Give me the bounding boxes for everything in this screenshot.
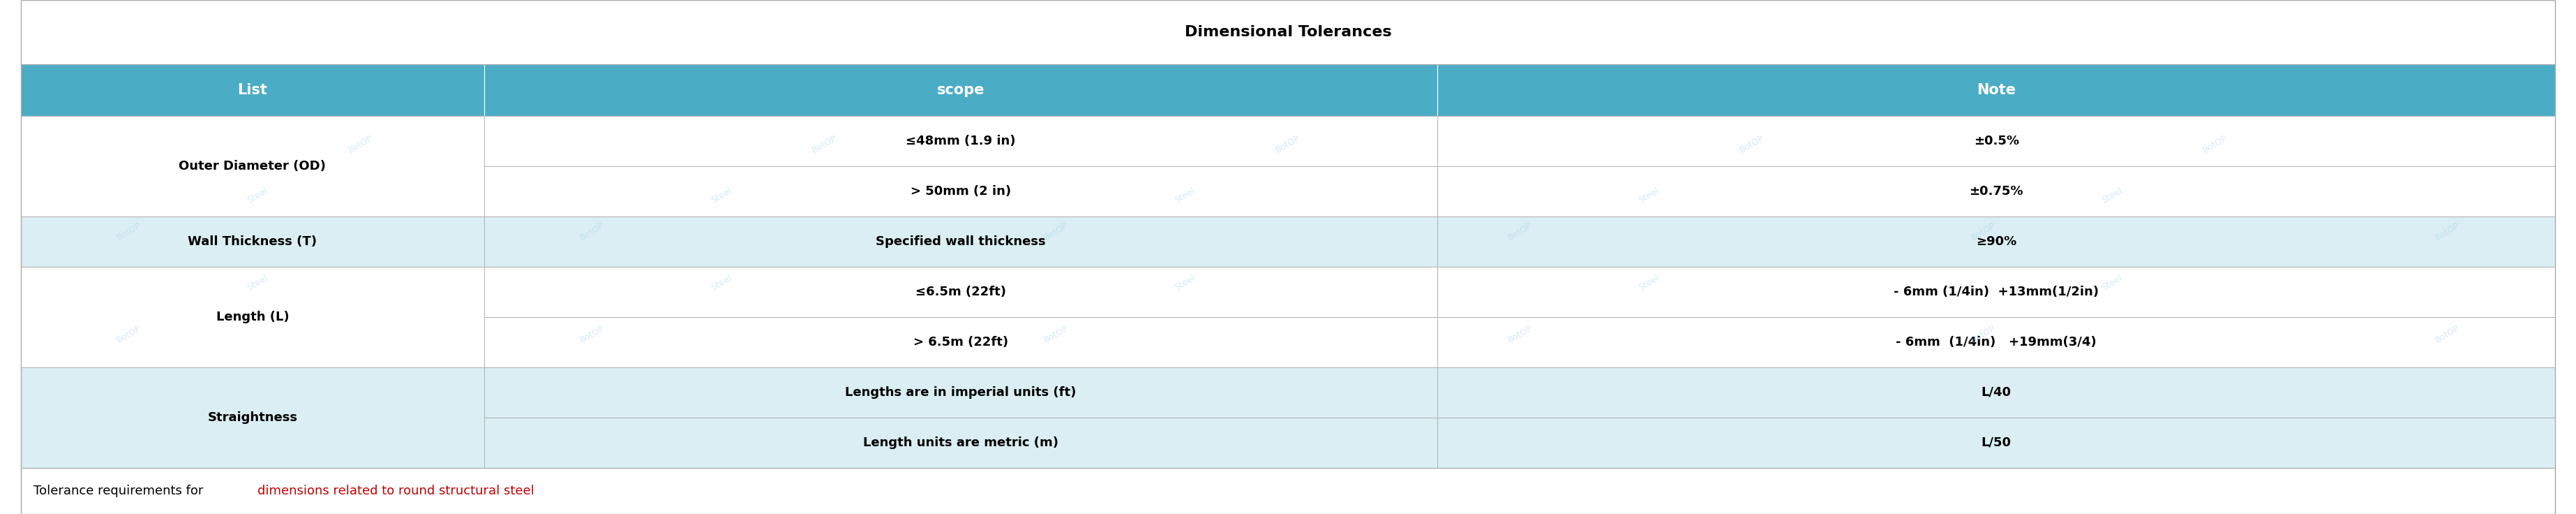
Bar (484, 267, 1437, 317)
Bar (484, 417, 1437, 468)
Text: BotOP: BotOP (1971, 221, 1996, 242)
Text: BotOP: BotOP (811, 133, 837, 155)
Text: Steel: Steel (1636, 273, 1662, 292)
Bar (1437, 116, 2555, 166)
Text: Lengths are in imperial units (ft): Lengths are in imperial units (ft) (845, 386, 1077, 398)
Text: BotOP: BotOP (1043, 323, 1069, 345)
Bar (484, 166, 1437, 216)
Text: Outer Diameter (OD): Outer Diameter (OD) (178, 160, 327, 172)
Bar (1437, 64, 2555, 116)
Text: BotOP: BotOP (1507, 323, 1533, 345)
Bar (1437, 267, 2555, 317)
Bar (21, 216, 484, 267)
Text: Length units are metric (m): Length units are metric (m) (863, 436, 1059, 449)
Bar (484, 116, 1437, 166)
Text: Steel: Steel (245, 273, 270, 292)
Text: BotOP: BotOP (1971, 323, 1996, 345)
Bar (1437, 417, 2555, 468)
Text: Steel: Steel (708, 273, 734, 292)
Text: Steel: Steel (2099, 186, 2125, 205)
Text: Note: Note (1976, 83, 2017, 97)
Bar (484, 317, 1437, 367)
Text: BotOP: BotOP (1043, 221, 1069, 242)
Text: BotOP: BotOP (2434, 221, 2460, 242)
Text: Straightness: Straightness (209, 411, 296, 424)
Text: - 6mm  (1/4in)   +19mm(3/4): - 6mm (1/4in) +19mm(3/4) (1896, 336, 2097, 348)
Text: Length (L): Length (L) (216, 310, 289, 323)
Text: Specified wall thickness: Specified wall thickness (876, 235, 1046, 248)
Text: BotOP: BotOP (1507, 221, 1533, 242)
Text: Steel: Steel (1636, 186, 1662, 205)
Text: Steel: Steel (245, 186, 270, 205)
Bar (21, 468, 2555, 514)
Bar (21, 367, 484, 468)
Bar (484, 64, 1437, 116)
Bar (484, 216, 1437, 267)
Text: ±0.5%: ±0.5% (1973, 135, 2020, 147)
Bar (484, 367, 1437, 417)
Text: Wall Thickness (T): Wall Thickness (T) (188, 235, 317, 248)
Text: Dimensional Tolerances: Dimensional Tolerances (1185, 25, 1391, 39)
Text: BotOP: BotOP (2434, 323, 2460, 345)
Text: - 6mm (1/4in)  +13mm(1/2in): - 6mm (1/4in) +13mm(1/2in) (1893, 285, 2099, 298)
Text: ≥90%: ≥90% (1976, 235, 2017, 248)
Text: BotOP: BotOP (580, 323, 605, 345)
Text: scope: scope (938, 83, 984, 97)
Text: > 50mm (2 in): > 50mm (2 in) (909, 185, 1012, 197)
Text: Steel: Steel (708, 186, 734, 205)
Text: ±0.75%: ±0.75% (1971, 185, 2022, 197)
Bar (1437, 367, 2555, 417)
Text: List: List (237, 83, 268, 97)
Text: ≤6.5m (22ft): ≤6.5m (22ft) (914, 285, 1007, 298)
Text: Steel: Steel (2099, 273, 2125, 292)
Text: BotOP: BotOP (1739, 133, 1765, 155)
Text: dimensions related to round structural steel: dimensions related to round structural s… (258, 485, 536, 497)
Text: > 6.5m (22ft): > 6.5m (22ft) (914, 336, 1007, 348)
Bar (1437, 216, 2555, 267)
Bar (21, 64, 484, 116)
Text: BotOP: BotOP (1275, 133, 1301, 155)
Text: Tolerance requirements for: Tolerance requirements for (33, 485, 206, 497)
Text: BotOP: BotOP (116, 323, 142, 345)
Text: BotOP: BotOP (348, 133, 374, 155)
Bar (21, 267, 484, 367)
Bar (21, 116, 484, 216)
Text: BotOP: BotOP (580, 221, 605, 242)
Bar (1437, 166, 2555, 216)
Text: Steel: Steel (1172, 273, 1198, 292)
Bar (1437, 317, 2555, 367)
Text: ≤48mm (1.9 in): ≤48mm (1.9 in) (907, 135, 1015, 147)
Text: L/50: L/50 (1981, 436, 2012, 449)
Text: L/40: L/40 (1981, 386, 2012, 398)
Text: Steel: Steel (1172, 186, 1198, 205)
Text: BotOP: BotOP (116, 221, 142, 242)
Text: BotOP: BotOP (2202, 133, 2228, 155)
